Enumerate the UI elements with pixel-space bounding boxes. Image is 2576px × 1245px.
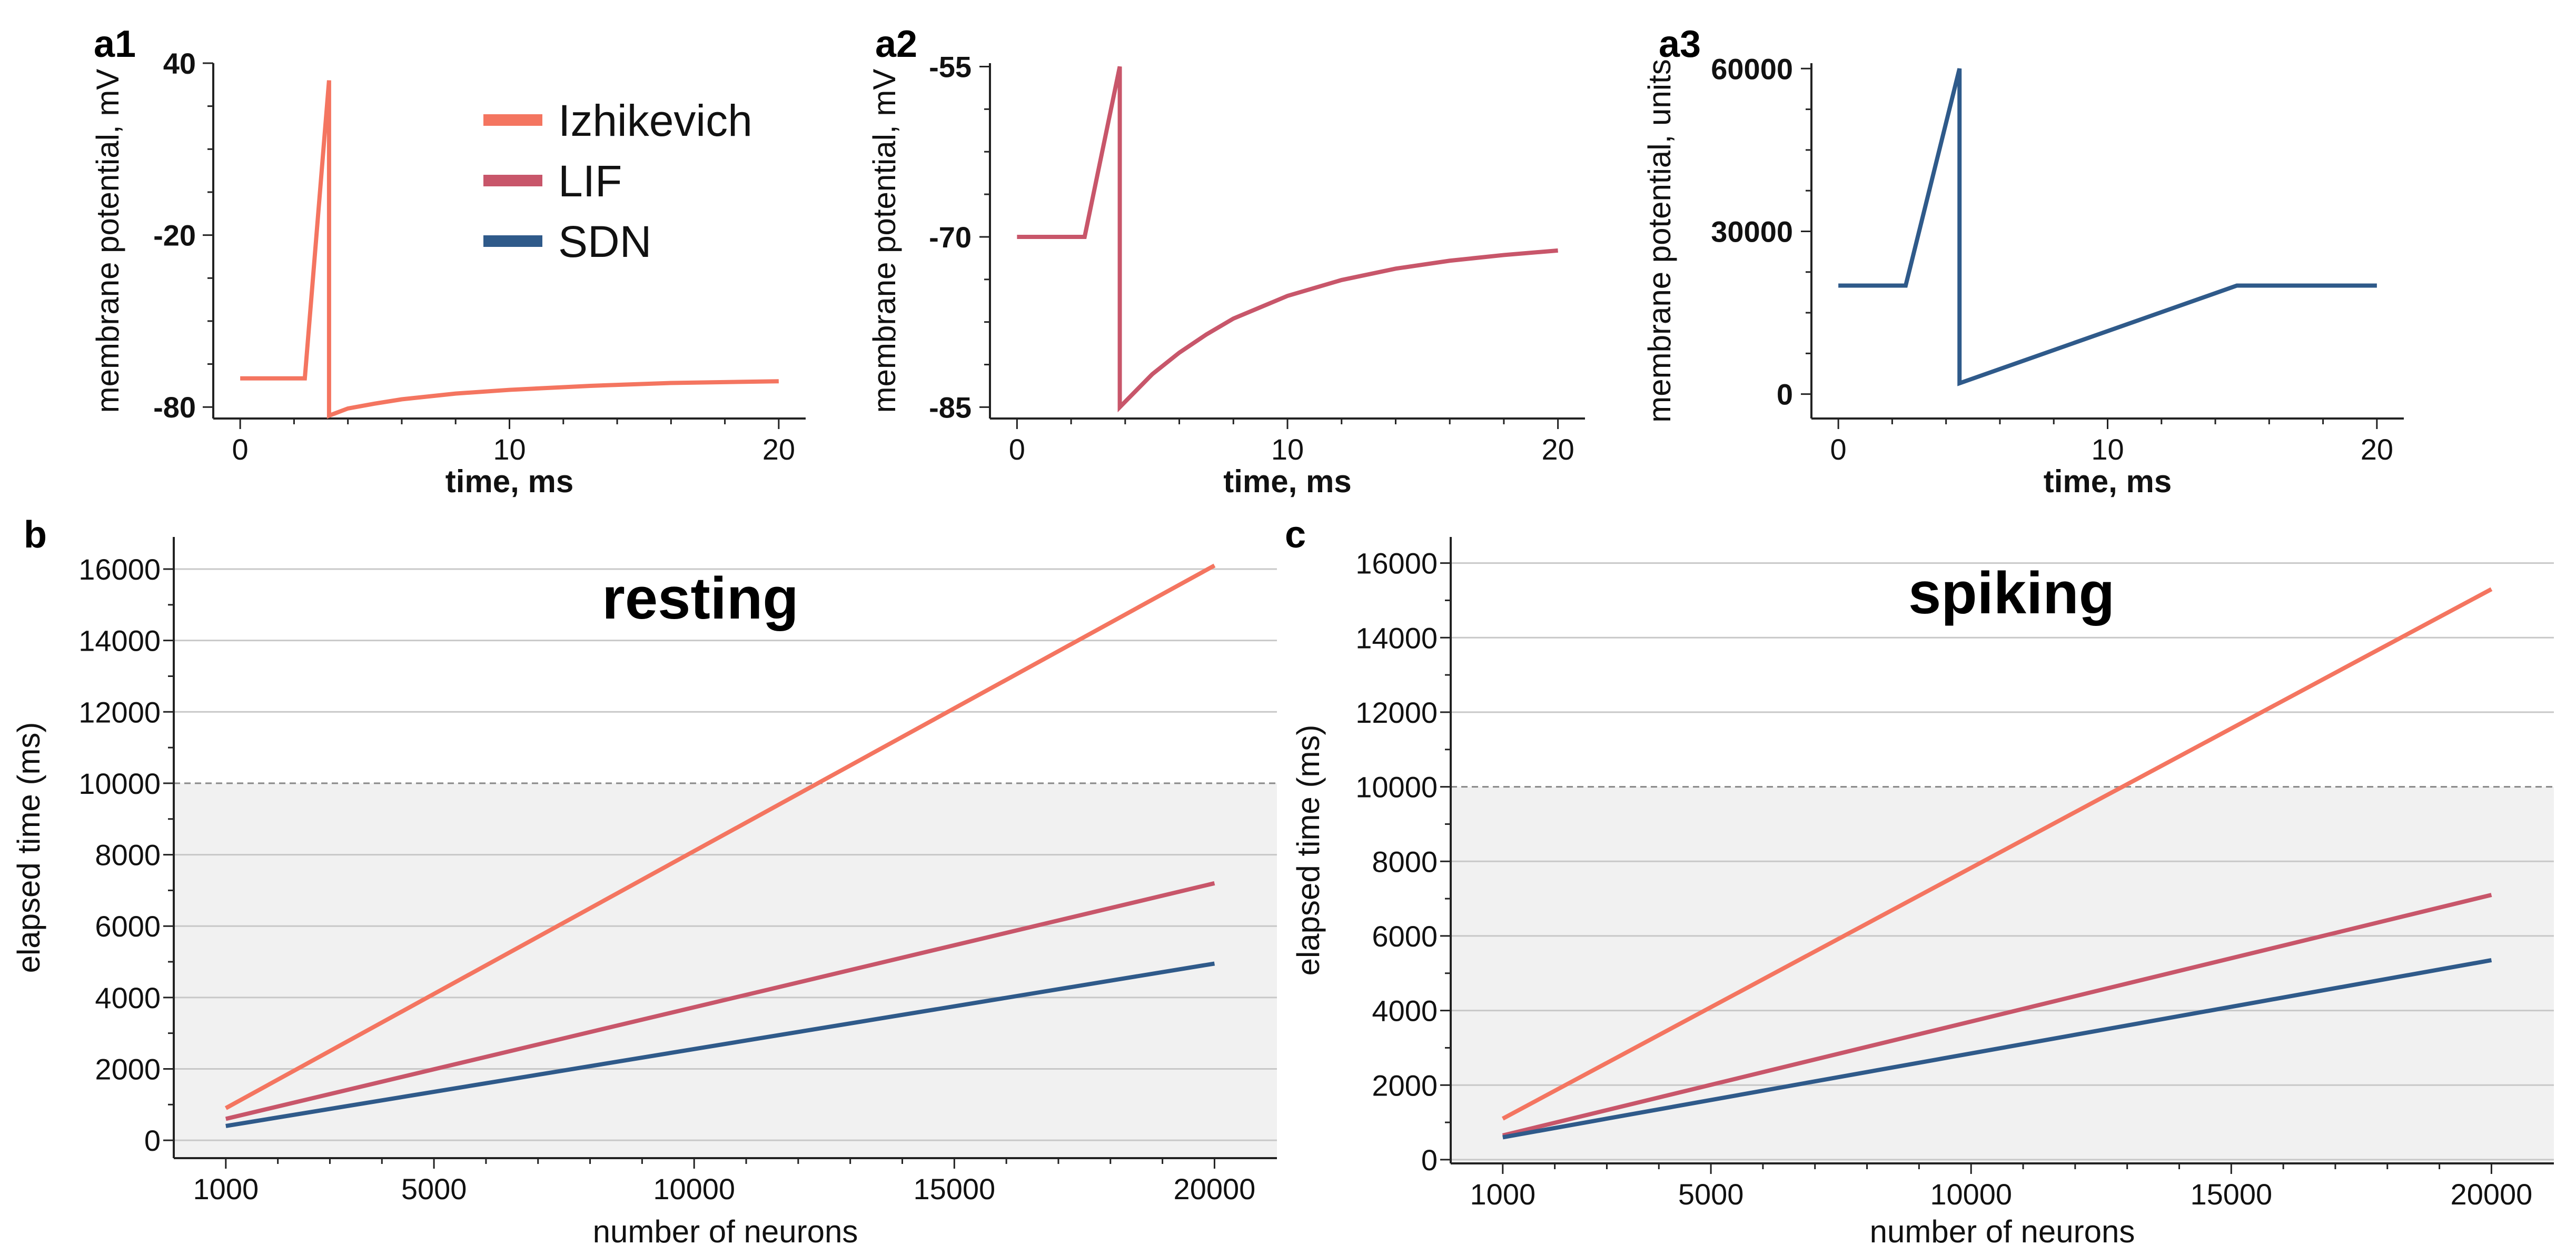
series-line-sdn bbox=[1838, 68, 2377, 386]
y-tick-label: -80 bbox=[153, 391, 196, 424]
y-tick-label: -20 bbox=[153, 219, 196, 252]
y-tick-label: 40 bbox=[163, 47, 196, 80]
x-tick-label: 1000 bbox=[193, 1172, 259, 1206]
y-tick-label: 12000 bbox=[78, 695, 161, 729]
x-tick-label: 10 bbox=[1271, 433, 1304, 466]
y-tick-label: 14000 bbox=[78, 624, 161, 658]
series-line-sdn bbox=[1502, 958, 2492, 1140]
chart-c: 1000 5000 10000 15000 20000 0 2000 4000 6000 8000… bbox=[1285, 514, 2554, 1245]
legend-label: Izhikevich bbox=[558, 96, 752, 145]
chart-a2: 0 10 20 -85 -70 -55 time, ms membrane potential… bbox=[867, 23, 1585, 499]
y-axis-label: membrane potential, mV bbox=[867, 69, 902, 413]
y-tick-label: 6000 bbox=[1372, 920, 1438, 953]
y-axis-label: elapsed time (ms) bbox=[1291, 725, 1326, 976]
series-line-izhikevich bbox=[224, 563, 1216, 1110]
x-axis-label: time, ms bbox=[2044, 464, 2172, 499]
figure-root: 0 10 20 -80 -20 40 time, ms membrane potential,… bbox=[11, 23, 2554, 1245]
x-tick-label: 10000 bbox=[653, 1172, 735, 1206]
x-tick-label: 10000 bbox=[1930, 1178, 2012, 1211]
shaded-region bbox=[174, 783, 1277, 1158]
y-tick-label: 16000 bbox=[78, 553, 161, 586]
panel-label: c bbox=[1285, 514, 1306, 556]
y-tick-label: 16000 bbox=[1355, 547, 1438, 580]
chart-a3: 0 10 20 0 30000 60000 time, ms membrane potenti… bbox=[1642, 23, 2404, 499]
x-tick-label: 15000 bbox=[2190, 1178, 2272, 1211]
x-tick-label: 20000 bbox=[2451, 1178, 2533, 1211]
y-tick-label: 4000 bbox=[95, 981, 161, 1014]
legend: Izhikevich LIF SDN bbox=[483, 96, 752, 266]
x-tick-label: 10 bbox=[2091, 433, 2124, 466]
y-tick-label: -85 bbox=[929, 391, 972, 424]
y-axis-label: elapsed time (ms) bbox=[11, 722, 46, 973]
y-tick-label: 8000 bbox=[95, 839, 161, 872]
x-axis-label: time, ms bbox=[1223, 464, 1351, 499]
chart-title: spiking bbox=[1908, 560, 2115, 626]
y-axis-label: membrane potential, mV bbox=[90, 69, 125, 413]
series-line-izhikevich bbox=[1501, 587, 2493, 1121]
x-tick-label: 20 bbox=[762, 433, 795, 466]
series-line-sdn bbox=[225, 961, 1215, 1128]
x-axis-label: number of neurons bbox=[593, 1214, 858, 1245]
y-tick-label: 60000 bbox=[1711, 52, 1793, 85]
y-tick-label: 6000 bbox=[95, 910, 161, 943]
x-tick-label: 0 bbox=[1830, 433, 1847, 466]
x-tick-label: 10 bbox=[493, 433, 526, 466]
y-tick-label: 2000 bbox=[1372, 1069, 1438, 1102]
x-axis-label: number of neurons bbox=[1870, 1214, 2135, 1245]
series-line-izhikevich bbox=[240, 80, 779, 419]
x-tick-label: 1000 bbox=[1470, 1178, 1536, 1211]
y-tick-label: -70 bbox=[929, 221, 972, 254]
series-line-lif bbox=[225, 881, 1215, 1121]
panel-label: a1 bbox=[94, 23, 136, 65]
series-line-lif bbox=[1502, 893, 2492, 1138]
y-tick-label: 12000 bbox=[1355, 696, 1438, 729]
legend-label: SDN bbox=[558, 217, 651, 266]
chart-title: resting bbox=[602, 565, 798, 631]
x-tick-label: 20 bbox=[1541, 433, 1574, 466]
x-tick-label: 0 bbox=[232, 433, 249, 466]
y-axis-label: membrane potential, units bbox=[1642, 59, 1677, 422]
legend-label: LIF bbox=[558, 156, 622, 206]
y-tick-label: 14000 bbox=[1355, 621, 1438, 654]
panel-label: a3 bbox=[1659, 23, 1701, 65]
y-tick-label: 0 bbox=[1421, 1143, 1438, 1177]
y-tick-label: 30000 bbox=[1711, 215, 1793, 248]
chart-b: 1000 5000 10000 15000 20000 0 2000 4000 6000 8000… bbox=[11, 514, 1277, 1245]
y-tick-label: 4000 bbox=[1372, 994, 1438, 1028]
x-tick-label: 15000 bbox=[913, 1172, 995, 1206]
x-tick-label: 5000 bbox=[401, 1172, 467, 1206]
y-tick-label: 8000 bbox=[1372, 845, 1438, 878]
x-tick-label: 0 bbox=[1009, 433, 1025, 466]
y-tick-label: -55 bbox=[929, 50, 972, 83]
x-tick-label: 20000 bbox=[1174, 1172, 1256, 1206]
y-tick-label: 10000 bbox=[78, 767, 161, 800]
x-tick-label: 5000 bbox=[1678, 1178, 1744, 1211]
series-line-lif bbox=[1017, 66, 1558, 413]
chart-a1: 0 10 20 -80 -20 40 time, ms membrane potential,… bbox=[90, 23, 806, 499]
y-tick-label: 2000 bbox=[95, 1052, 161, 1085]
y-tick-label: 0 bbox=[144, 1124, 161, 1157]
y-tick-label: 0 bbox=[1777, 378, 1793, 411]
x-axis-label: time, ms bbox=[445, 464, 573, 499]
panel-label: b bbox=[24, 514, 47, 556]
x-tick-label: 20 bbox=[2361, 433, 2393, 466]
y-tick-label: 10000 bbox=[1355, 771, 1438, 804]
panel-label: a2 bbox=[875, 23, 917, 65]
